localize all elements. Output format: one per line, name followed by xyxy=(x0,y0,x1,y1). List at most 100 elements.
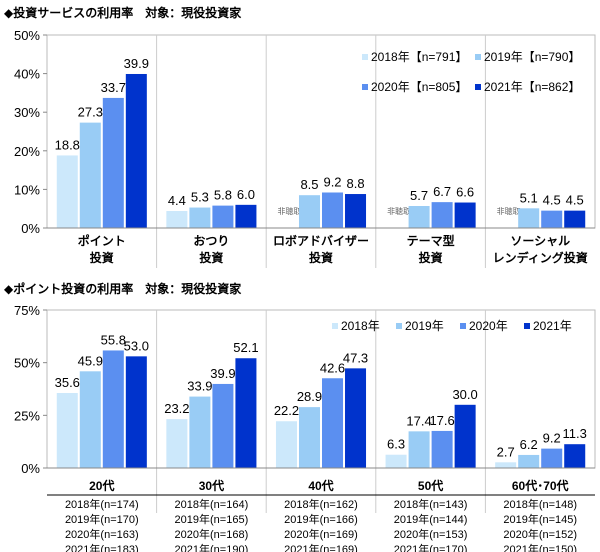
bar-2019年【n=790】 xyxy=(408,205,430,228)
bar-2019年【n=790】 xyxy=(189,207,211,228)
legend-swatch xyxy=(332,323,338,329)
y-tick-label: 10% xyxy=(14,182,40,197)
sample-size: 2020年(n=163) xyxy=(65,527,139,541)
bar-2020年 xyxy=(431,430,453,468)
data-label: 5.8 xyxy=(214,188,232,203)
category-label: 40代 xyxy=(308,478,333,493)
bar-2021年 xyxy=(454,404,476,468)
chart1-title: ◆投資サービスの利用率 対象：現役投資家 xyxy=(4,6,242,20)
bar-2018年【n=791】 xyxy=(166,211,188,228)
data-label: 6.2 xyxy=(520,437,538,452)
category-label: おつり xyxy=(193,234,229,248)
sample-size: 2018年(n=162) xyxy=(284,497,358,511)
bar-2021年【n=862】 xyxy=(345,194,367,228)
legend-label: 2021年【n=862】 xyxy=(484,80,580,94)
legend-swatch xyxy=(460,323,466,329)
data-label: 8.5 xyxy=(300,177,318,192)
category-label: 20代 xyxy=(89,478,114,493)
legend-label: 2019年【n=790】 xyxy=(484,50,580,64)
bar-2019年【n=790】 xyxy=(518,208,540,228)
category-label: レンディング投資 xyxy=(493,250,588,265)
y-tick-label: 40% xyxy=(14,67,40,82)
sample-size: 2019年(n=145) xyxy=(503,512,577,526)
bar-2021年【n=862】 xyxy=(235,204,257,228)
data-label: 2.7 xyxy=(497,444,515,459)
data-label: 8.8 xyxy=(346,176,364,191)
legend-swatch xyxy=(475,84,481,90)
category-label: 投資 xyxy=(309,250,333,265)
category-label: 投資 xyxy=(419,250,443,265)
sample-size: 2020年(n=153) xyxy=(394,527,468,541)
bar-2020年【n=805】 xyxy=(541,210,563,228)
sample-size: 2018年(n=174) xyxy=(65,497,139,511)
category-label: 30代 xyxy=(199,478,224,493)
bar-2018年 xyxy=(275,421,297,468)
category-label: 60代･70代 xyxy=(512,478,569,493)
bar-2021年 xyxy=(235,358,257,468)
data-label: 27.3 xyxy=(78,105,103,120)
bar-2020年 xyxy=(322,378,344,468)
bar-2021年 xyxy=(564,444,586,468)
data-label: 33.9 xyxy=(187,379,212,394)
sample-size: 2019年(n=166) xyxy=(284,512,358,526)
sample-size: 2019年(n=170) xyxy=(65,512,139,526)
sample-size: 2021年(n=170) xyxy=(394,542,468,552)
y-tick-label: 50% xyxy=(14,28,40,43)
data-label: 5.3 xyxy=(191,190,209,205)
data-label: 18.8 xyxy=(55,137,80,152)
data-label: 42.6 xyxy=(320,360,345,375)
category-label: 投資 xyxy=(90,250,114,265)
sample-size: 2021年(n=169) xyxy=(284,542,358,552)
data-label: 6.6 xyxy=(456,185,474,200)
data-label: 6.0 xyxy=(237,187,255,202)
bar-2019年 xyxy=(298,407,320,468)
data-label: 4.5 xyxy=(543,193,561,208)
bar-2021年 xyxy=(125,356,147,468)
category-label: ロボアドバイザー xyxy=(273,233,369,248)
data-label: 9.2 xyxy=(323,174,341,189)
data-label: 11.3 xyxy=(563,426,587,441)
bar-2019年【n=790】 xyxy=(79,122,101,228)
legend-label: 2020年【n=805】 xyxy=(371,80,467,94)
bar-2020年【n=805】 xyxy=(212,205,234,228)
data-label: 4.5 xyxy=(566,193,584,208)
bar-2019年【n=790】 xyxy=(298,195,320,228)
sample-size: 2021年(n=150) xyxy=(503,542,577,552)
data-label: 17.6 xyxy=(429,413,454,428)
legend-label: 2018年 xyxy=(341,319,380,333)
data-label: 23.2 xyxy=(164,401,189,416)
data-label: 47.3 xyxy=(343,350,368,365)
data-label: 22.2 xyxy=(274,403,299,418)
data-label: 35.6 xyxy=(55,375,80,390)
data-label: 30.0 xyxy=(452,387,477,402)
data-label: 5.1 xyxy=(520,190,538,205)
legend-label: 2020年 xyxy=(469,319,508,333)
bar-2018年 xyxy=(385,454,407,468)
data-label: 33.7 xyxy=(101,80,126,95)
legend-swatch xyxy=(524,323,530,329)
chart2-title: ◆ポイント投資の利用率 対象：現役投資家 xyxy=(4,282,242,296)
data-label: 9.2 xyxy=(543,431,561,446)
category-label: 投資 xyxy=(199,250,223,265)
y-tick-label: 25% xyxy=(14,408,40,423)
category-label: ポイント xyxy=(78,233,126,248)
bar-2019年 xyxy=(79,371,101,468)
legend-swatch xyxy=(362,54,368,60)
sample-size: 2019年(n=165) xyxy=(175,512,249,526)
y-tick-label: 75% xyxy=(14,303,40,318)
sample-size: 2020年(n=152) xyxy=(503,527,577,541)
sample-size: 2021年(n=183) xyxy=(65,542,139,552)
bar-2020年【n=805】 xyxy=(431,202,453,228)
y-tick-label: 30% xyxy=(14,105,40,120)
bar-2018年 xyxy=(166,419,188,468)
legend-label: 2021年 xyxy=(533,319,572,333)
data-label: 28.9 xyxy=(297,389,322,404)
bar-2020年 xyxy=(541,448,563,468)
data-label: 39.9 xyxy=(124,56,149,71)
sample-size: 2018年(n=148) xyxy=(503,497,577,511)
y-tick-label: 0% xyxy=(21,461,40,476)
bar-2021年 xyxy=(345,368,367,468)
sample-size: 2021年(n=190) xyxy=(175,542,249,552)
